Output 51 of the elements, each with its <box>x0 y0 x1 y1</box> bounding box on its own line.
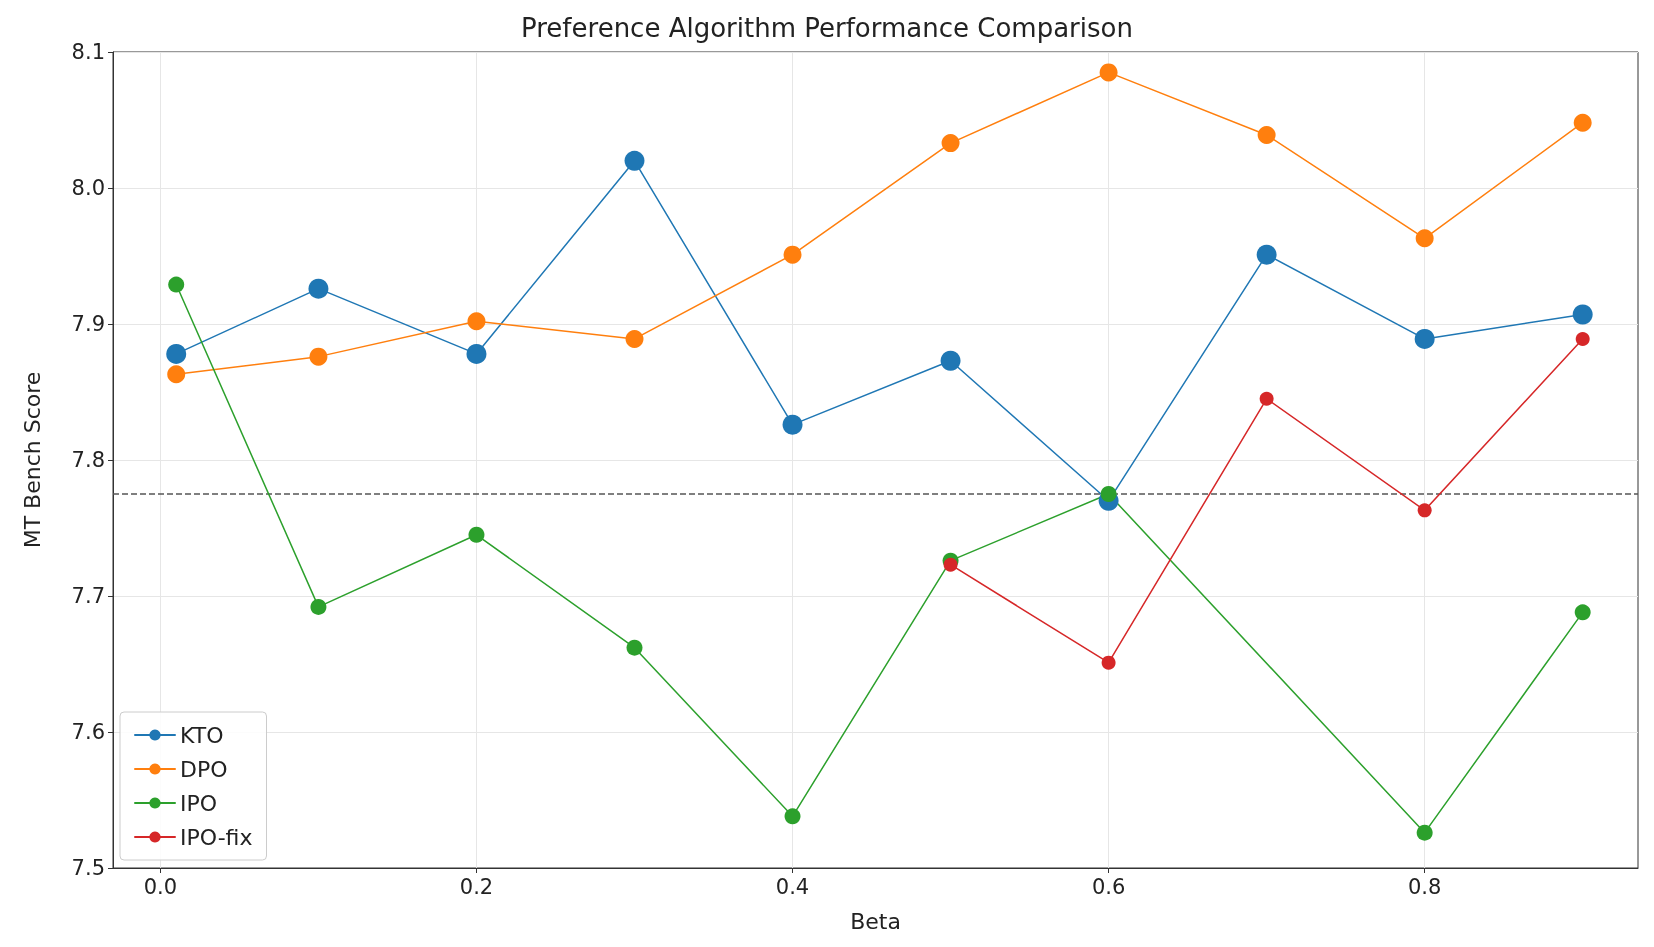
x-tick-label: 0.8 <box>1407 874 1442 899</box>
point <box>1257 125 1276 144</box>
point <box>167 365 186 384</box>
y-tick-label: 7.6 <box>71 720 105 744</box>
point <box>1101 655 1116 670</box>
point <box>1099 63 1118 82</box>
point <box>940 350 961 371</box>
point <box>466 343 487 364</box>
y-tick-label: 7.7 <box>71 584 105 608</box>
x-tick-label: 0.4 <box>775 874 810 899</box>
point <box>1574 604 1591 621</box>
point <box>1259 391 1274 406</box>
y-tick-label: 7.8 <box>71 448 105 472</box>
x-tick-label: 0.2 <box>459 874 494 899</box>
y-tick-label: 7.9 <box>71 312 105 336</box>
point <box>309 347 328 366</box>
point <box>625 329 644 348</box>
point <box>1572 304 1593 325</box>
x-tick-label: 0.6 <box>1091 874 1126 899</box>
point <box>1256 244 1277 265</box>
point <box>1100 486 1117 502</box>
legend-label: IPO <box>180 790 218 816</box>
y-axis-title: MT Bench Score <box>19 371 45 549</box>
point <box>468 526 485 543</box>
point <box>624 150 645 171</box>
y-tick-label: 8.1 <box>71 40 105 64</box>
point <box>310 598 327 615</box>
point <box>1414 328 1435 349</box>
y-tick-label: 8.0 <box>71 176 105 200</box>
point <box>1573 113 1592 132</box>
y-tick-label: 7.5 <box>71 856 105 880</box>
point <box>168 276 185 293</box>
point <box>941 134 960 153</box>
chart-title: Preference Algorithm Performance Comparison <box>521 13 1133 43</box>
legend-label: KTO <box>180 722 224 748</box>
point <box>784 808 801 825</box>
point <box>1575 331 1590 346</box>
point <box>166 343 187 364</box>
point <box>1417 503 1432 518</box>
point <box>943 557 958 572</box>
point <box>1415 229 1434 248</box>
legend-label: DPO <box>180 756 228 782</box>
point <box>308 278 329 299</box>
point <box>783 245 802 264</box>
point <box>467 312 486 331</box>
x-tick-label: 0.0 <box>143 874 178 899</box>
point <box>626 639 643 656</box>
point <box>782 414 803 435</box>
legend-label: IPO-fix <box>180 824 253 850</box>
x-axis-title: Beta <box>850 908 901 934</box>
point <box>1416 824 1433 841</box>
